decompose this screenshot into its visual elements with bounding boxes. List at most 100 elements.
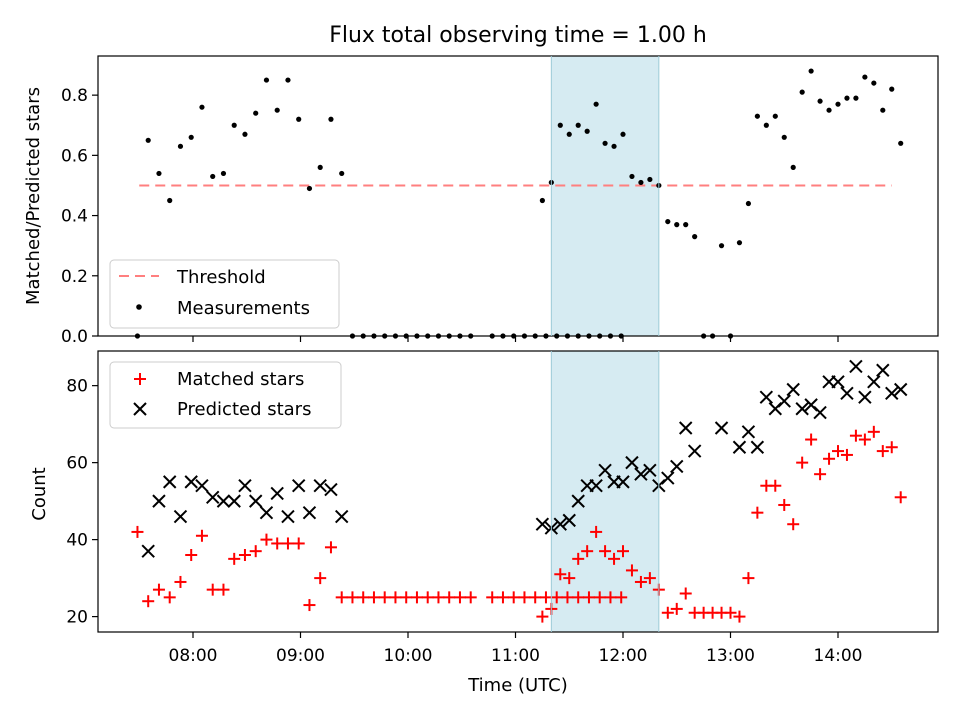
y-tick-label: 0.8 [61, 86, 88, 106]
measurements-point [220, 170, 227, 177]
x-tick-label: 10:00 [384, 646, 433, 666]
x-tick-label: 13:00 [706, 646, 755, 666]
predicted-stars-point [795, 402, 809, 416]
matched-stars-point [131, 525, 144, 538]
measurements-point [638, 179, 644, 186]
ratio-axis-ticks: 0.0 0.2 0.4 0.6 0.8 [61, 86, 839, 347]
matched-stars-point [625, 564, 638, 577]
matched-stars-point [217, 583, 230, 596]
chart-title: Flux total observing time = 1.00 h [329, 23, 707, 48]
predicted-stars-point [741, 425, 756, 439]
predicted-stars-point [259, 505, 274, 520]
measurements-point [871, 80, 877, 86]
predicted-stars-point [589, 479, 603, 493]
predicted-stars-point [313, 479, 327, 493]
matched-stars-point [142, 595, 155, 608]
matched-stars-point [260, 533, 273, 546]
matched-stars-point [163, 591, 176, 604]
matched-stars-point [432, 591, 445, 604]
matched-stars-point [324, 541, 337, 554]
predicted-stars-point [302, 505, 317, 520]
measurements-point [647, 176, 653, 183]
matched-stars-point [453, 591, 466, 604]
matched-stars-point [604, 591, 617, 604]
measurements-point [781, 134, 787, 140]
matched-stars-point [536, 610, 549, 623]
predicted-stars-point [894, 382, 908, 397]
matched-stars-point [421, 591, 434, 604]
x-tick-label: 14:00 [814, 646, 863, 666]
measurements-point [611, 143, 617, 149]
matched-stars-point [561, 591, 574, 604]
legend-measurements-swatch [136, 304, 142, 310]
matched-stars-point [174, 575, 187, 588]
matched-stars-point [572, 552, 585, 565]
matched-stars-point [778, 498, 791, 511]
matched-stars-point [581, 545, 594, 558]
predicted-stars-point [634, 467, 648, 481]
measurements-point [557, 122, 563, 128]
predicted-stars-point [867, 375, 881, 389]
predicted-stars-point [885, 386, 899, 401]
measurements-point [665, 218, 671, 225]
predicted-stars-point [324, 482, 338, 497]
x-tick-label: 11:00 [491, 646, 540, 666]
x-axis-label: Time (UTC) [467, 675, 568, 696]
predicted-stars-point [858, 390, 872, 404]
ratio-legend-box [109, 259, 340, 329]
y-tick-label: 40 [66, 531, 88, 551]
predicted-stars-point [661, 471, 675, 485]
x-tick-label: 08:00 [169, 646, 218, 666]
matched-stars-point [832, 445, 844, 458]
measurements-point [566, 131, 572, 137]
measurements-point [790, 164, 796, 170]
x-tick-label: 12:00 [599, 646, 648, 666]
measurements-point [539, 197, 545, 204]
predicted-stars-point [562, 513, 576, 528]
predicted-stars-point [292, 479, 306, 493]
matched-stars-point [496, 591, 509, 604]
matched-stars-point [486, 591, 499, 604]
legend-predicted-swatch [133, 402, 147, 416]
count-highlight-band [551, 351, 659, 632]
measurements-point [199, 104, 205, 110]
count-plot-frame [97, 350, 939, 633]
predicted-stars-point [670, 459, 684, 474]
matched-stars-point [849, 429, 862, 442]
x-axis-ticks: 08:00 09:00 10:00 11:00 12:00 13:00 14:00 [169, 646, 863, 666]
matched-stars-point [550, 591, 563, 604]
count-y-axis-label: Count [29, 467, 50, 520]
measurements-point [718, 243, 725, 249]
predicted-stars-point [553, 517, 567, 531]
predicted-stars-point [335, 509, 349, 524]
predicted-stars-point [759, 390, 774, 404]
matched-stars-point [885, 441, 898, 454]
legend-matched-swatch [134, 373, 146, 385]
predicted-stars-point [750, 440, 765, 454]
y-tick-label: 20 [66, 608, 88, 628]
measurements-point [167, 197, 173, 204]
matched-stars-point [554, 568, 567, 581]
matched-stars-point [378, 591, 391, 604]
ratio-plot-frame [97, 55, 939, 337]
matched-stars-point [724, 606, 737, 619]
matched-stars-point [367, 591, 380, 604]
predicted-stars-point [849, 359, 863, 374]
predicted-stars-point [216, 494, 231, 508]
matched-stars-point [152, 583, 165, 596]
measurements-point [145, 137, 151, 143]
measurements-point [745, 200, 752, 207]
ratio-y-axis-label: Matched/Predicted stars [23, 87, 44, 305]
measurements-point [317, 164, 323, 170]
matched-stars-point [464, 591, 477, 604]
matched-stars-point [615, 591, 628, 604]
matched-stars-point [389, 591, 402, 604]
legend-predicted-label: Predicted stars [177, 399, 311, 420]
count-legend: Matched stars Predicted stars [109, 361, 342, 429]
matched-stars-point [314, 572, 327, 585]
measurements-point [853, 95, 859, 101]
measurements-point [862, 74, 868, 80]
measurements-point [772, 113, 778, 119]
measurements-point [188, 134, 194, 140]
measurements-point [575, 122, 581, 128]
